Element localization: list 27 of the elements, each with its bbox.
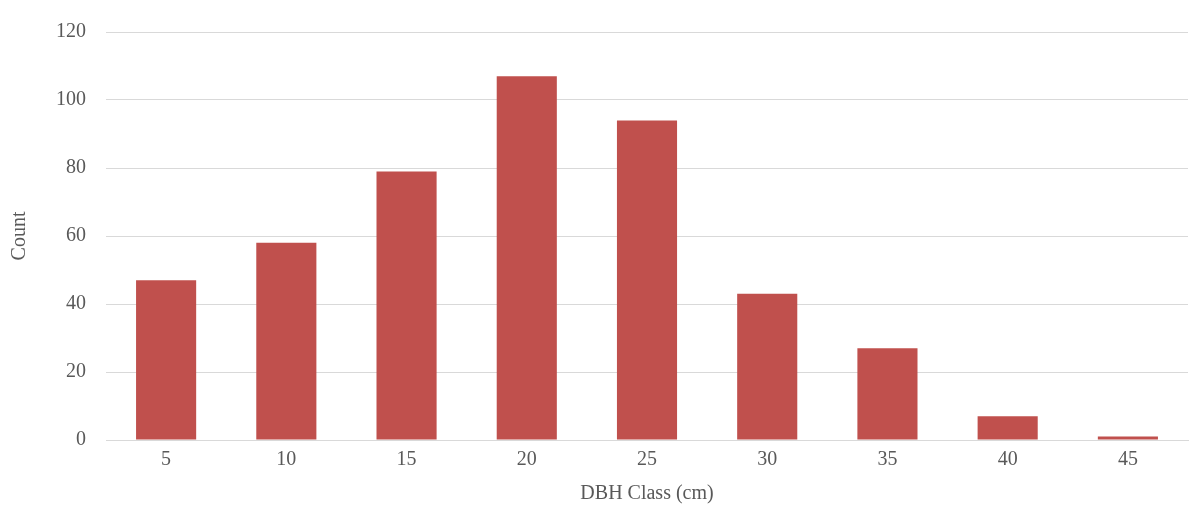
bar (977, 416, 1038, 440)
x-tick-label: 30 (757, 447, 778, 470)
y-tick-label: 60 (66, 223, 86, 246)
x-tick-label: 40 (997, 447, 1018, 470)
x-axis-title: DBH Class (cm) (580, 481, 714, 505)
bar (496, 76, 557, 440)
x-tick-label: 25 (637, 447, 657, 470)
x-tick-label: 5 (161, 447, 172, 470)
x-tick-label: 45 (1117, 447, 1138, 470)
y-tick-label: 100 (56, 87, 86, 110)
x-tick-label: 10 (276, 447, 297, 470)
bar (857, 348, 918, 440)
x-tick-label: 20 (516, 447, 537, 470)
bar (616, 120, 678, 440)
bar (1097, 436, 1158, 440)
y-tick-label: 120 (56, 19, 86, 42)
y-tick-label: 20 (66, 359, 86, 382)
x-tick-label: 15 (396, 447, 417, 470)
bar (256, 242, 317, 440)
bar (136, 280, 197, 440)
x-tick-label: 35 (877, 447, 898, 470)
y-axis-title: Count (7, 211, 30, 261)
y-tick-label: 80 (66, 155, 86, 178)
bar (737, 293, 798, 440)
y-tick-label: 40 (66, 291, 86, 314)
y-tick-label: 0 (76, 427, 86, 450)
bar (376, 171, 437, 440)
